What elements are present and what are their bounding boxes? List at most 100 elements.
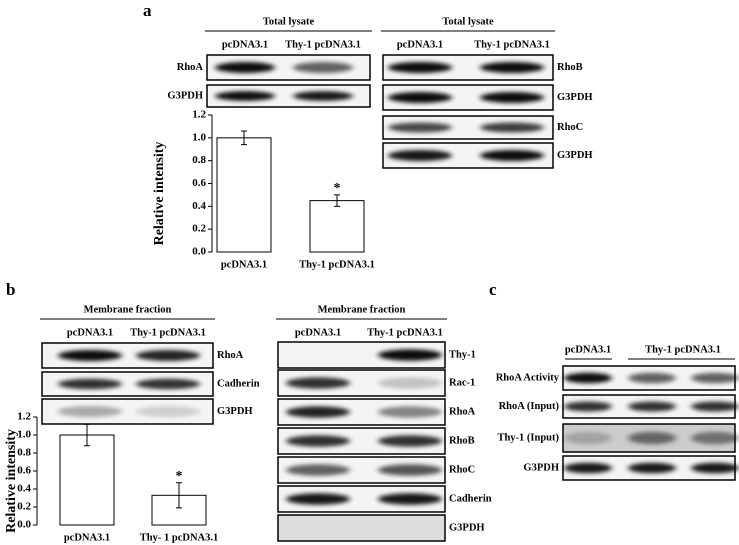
y-tick-label: 0.6 xyxy=(17,465,31,477)
band xyxy=(215,62,275,73)
band xyxy=(691,462,739,474)
bar xyxy=(216,137,272,253)
panel-letter: b xyxy=(6,280,15,299)
band xyxy=(691,401,739,412)
blot-title: Membrane fraction xyxy=(84,304,172,315)
bar xyxy=(309,200,365,253)
y-tick-label: 0.8 xyxy=(192,154,206,166)
band xyxy=(293,62,353,73)
row-label: RhoA (Input) xyxy=(499,401,560,412)
band xyxy=(286,406,350,418)
blot-title: Total lysate xyxy=(442,16,494,27)
band xyxy=(286,377,350,389)
band xyxy=(628,431,676,445)
row-label: G3PDH xyxy=(523,462,559,473)
row-label: Cadherin xyxy=(217,378,260,389)
band xyxy=(58,406,122,417)
band xyxy=(58,350,122,361)
column-label: Thy-1 pcDNA3.1 xyxy=(474,39,550,50)
band xyxy=(564,372,612,384)
y-tick-label: 0.2 xyxy=(192,223,206,235)
x-tick-label: pcDNA3.1 xyxy=(221,259,267,270)
band xyxy=(480,122,544,133)
column-label: pcDNA3.1 xyxy=(67,327,113,338)
band xyxy=(378,377,442,389)
y-tick-label: 0.8 xyxy=(17,447,31,459)
panel-letter: c xyxy=(489,280,497,299)
y-axis-label: Relative intensity xyxy=(4,429,19,533)
column-label: Thy-1 pcDNA3.1 xyxy=(130,327,206,338)
column-label: Thy-1 pcDNA3.1 xyxy=(645,344,721,355)
band xyxy=(480,62,544,73)
row-label: G3PDH xyxy=(449,522,485,533)
y-tick-label: 0.2 xyxy=(17,501,31,513)
row-label: RhoB xyxy=(449,435,475,446)
annotation: * xyxy=(334,181,341,196)
row-label: RhoA xyxy=(217,350,244,361)
column-label: pcDNA3.1 xyxy=(565,344,611,355)
y-tick-label: 1.0 xyxy=(192,131,206,143)
band xyxy=(58,378,122,390)
x-tick-label: Thy- 1 pcDNA3.1 xyxy=(140,532,218,543)
column-label: Thy-1 pcDNA3.1 xyxy=(367,327,443,338)
band xyxy=(286,464,350,476)
y-axis-label: Relative intensity xyxy=(152,142,167,246)
column-label: pcDNA3.1 xyxy=(222,39,268,50)
row-label: G3PDH xyxy=(217,406,253,417)
annotation: * xyxy=(176,469,183,484)
y-tick-label: 1.0 xyxy=(17,429,31,441)
row-label: RhoC xyxy=(557,122,583,133)
column-label: pcDNA3.1 xyxy=(295,327,341,338)
blot-title: Membrane fraction xyxy=(318,304,406,315)
band xyxy=(691,372,739,384)
error-bar xyxy=(334,194,340,207)
band xyxy=(388,150,452,161)
band xyxy=(628,401,676,412)
y-tick-label: 0.6 xyxy=(192,177,206,189)
band xyxy=(378,435,442,447)
column-label: Thy-1 pcDNA3.1 xyxy=(285,39,361,50)
row-label: RhoA Activity xyxy=(496,372,560,383)
blot-box xyxy=(206,84,371,108)
band xyxy=(564,401,612,412)
row-label: Cadherin xyxy=(449,493,492,504)
band xyxy=(215,91,275,101)
row-label: RhoC xyxy=(449,464,475,475)
error-bar xyxy=(84,423,90,447)
band xyxy=(378,464,442,476)
band xyxy=(388,92,452,103)
y-tick-label: 1.2 xyxy=(192,109,206,121)
row-label: Thy-1 xyxy=(449,349,476,360)
band xyxy=(286,435,350,447)
band xyxy=(564,431,612,445)
y-tick-label: 1.2 xyxy=(17,411,31,423)
band xyxy=(628,372,676,384)
band xyxy=(628,462,676,474)
band xyxy=(480,92,544,103)
y-tick-label: 0.4 xyxy=(17,483,31,495)
band xyxy=(480,150,544,161)
y-tick-label: 0.0 xyxy=(192,246,206,258)
x-tick-label: pcDNA3.1 xyxy=(64,532,110,543)
y-tick-label: 0.4 xyxy=(192,200,206,212)
panel-letter: a xyxy=(143,1,152,20)
blot-box xyxy=(382,115,554,140)
blot-box xyxy=(277,514,446,542)
band xyxy=(136,378,200,390)
error-bar xyxy=(176,482,182,509)
bar xyxy=(59,434,115,526)
row-label: RhoB xyxy=(557,62,583,73)
band xyxy=(564,462,612,474)
band xyxy=(388,122,452,133)
y-tick-label: 0.0 xyxy=(17,519,31,531)
band xyxy=(378,349,442,361)
band xyxy=(691,431,739,445)
row-label: RhoA xyxy=(449,406,476,417)
x-tick-label: Thy-1 pcDNA3.1 xyxy=(299,259,375,270)
band xyxy=(293,91,353,101)
error-bar xyxy=(241,130,247,146)
row-label: Rac-1 xyxy=(449,377,475,388)
blot-title: Total lysate xyxy=(263,16,315,27)
column-label: pcDNA3.1 xyxy=(397,39,443,50)
